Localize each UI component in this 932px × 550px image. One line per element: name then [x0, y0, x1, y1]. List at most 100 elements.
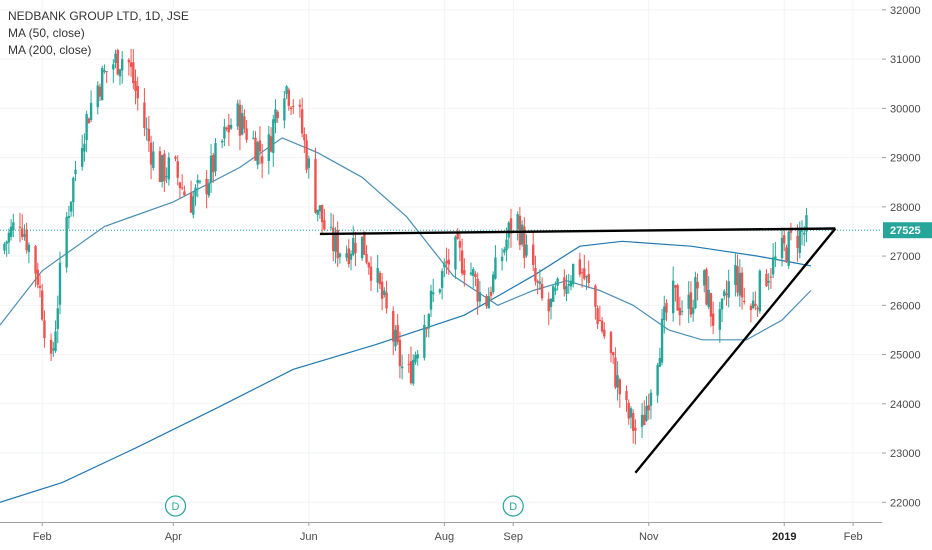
candle-body: [72, 177, 75, 203]
candle-body: [551, 286, 555, 302]
candle-body: [252, 137, 255, 139]
candle-body: [114, 53, 117, 63]
candle-body: [571, 263, 575, 285]
candle-body: [5, 241, 8, 244]
candle-body: [176, 161, 179, 178]
candle-body: [267, 134, 271, 161]
ma50-line: [0, 137, 812, 341]
candle-body: [800, 230, 804, 232]
candle-body: [429, 290, 433, 310]
ma200-legend[interactable]: MA (200, close): [8, 43, 92, 57]
candle-body: [703, 270, 706, 286]
candle-body: [585, 276, 588, 278]
candle-body: [147, 128, 151, 142]
candle-body: [678, 307, 682, 316]
trendline-resistance: [319, 227, 836, 236]
candle-body: [505, 239, 508, 251]
candle-body: [394, 329, 397, 347]
candle-body: [594, 285, 597, 307]
candle-body: [440, 271, 444, 288]
candle-body: [798, 228, 801, 253]
candle-body: [67, 215, 71, 218]
candle-body: [254, 137, 257, 161]
symbol-title[interactable]: NEDBANK GROUP LTD, 1D, JSE: [8, 9, 189, 23]
x-tick-label: Jun: [300, 531, 318, 543]
candle-body: [136, 86, 139, 99]
candle-body: [129, 62, 133, 67]
candle-body: [56, 308, 59, 329]
candle-body: [478, 292, 482, 302]
candle-body: [256, 142, 259, 165]
candle-body: [120, 59, 124, 71]
candle-body: [749, 305, 753, 311]
candle-body: [205, 178, 208, 195]
trendlines[interactable]: [319, 227, 837, 474]
candle-body: [489, 291, 493, 296]
candle-body: [691, 307, 695, 314]
candle-body: [534, 268, 537, 282]
candle-body: [614, 357, 617, 388]
candle-body: [398, 339, 402, 367]
price-axis[interactable]: 22000 23000 24000 25000 26000 27000 28000 29000…: [882, 0, 932, 550]
candle-body: [400, 366, 404, 369]
candle-body: [647, 405, 650, 411]
x-tick-label: Aug: [435, 531, 455, 543]
candle-body: [765, 273, 768, 287]
candle-body: [112, 64, 115, 70]
candle-body: [540, 283, 544, 299]
candle-body: [472, 269, 475, 276]
candle-body: [796, 235, 799, 249]
x-tick-label: Feb: [33, 531, 52, 543]
time-axis[interactable]: Feb Apr Jun Aug Sep Nov 2019 Feb: [33, 522, 863, 543]
candle-body: [69, 201, 73, 212]
candle-body: [212, 154, 215, 173]
candle-body: [87, 118, 91, 124]
candle-body: [707, 290, 710, 308]
candle-body: [487, 296, 490, 309]
candle-body: [243, 116, 246, 129]
candle-body: [207, 183, 211, 196]
candle-body: [385, 292, 388, 309]
candle-body: [260, 156, 264, 164]
candle-body: [178, 182, 182, 189]
candle-body: [580, 272, 584, 274]
candle-body: [709, 292, 713, 317]
candle-body: [349, 253, 353, 260]
candle-body: [676, 285, 679, 311]
ma50-path: [0, 137, 812, 341]
candle-body: [416, 354, 419, 359]
y-tick-label: 31000: [890, 54, 921, 66]
candle-body: [507, 222, 510, 238]
candle-body: [769, 276, 773, 278]
candle-body: [643, 414, 646, 426]
candle-body: [240, 112, 244, 135]
candle-body: [780, 237, 784, 259]
candle-body: [269, 136, 273, 152]
y-tick-label: 27000: [890, 251, 921, 263]
candle-body: [378, 272, 382, 285]
candle-body: [49, 339, 53, 354]
candle-body: [392, 310, 395, 342]
candle-body: [727, 281, 730, 298]
candle-body: [149, 142, 153, 165]
candle-body: [687, 294, 690, 309]
candle-body: [567, 284, 570, 286]
candle-body: [598, 320, 602, 322]
y-tick-label: 25000: [890, 350, 921, 362]
candle-body: [36, 269, 39, 285]
candle-body: [303, 134, 306, 141]
candle-body: [723, 291, 726, 297]
ma50-legend[interactable]: MA (50, close): [8, 26, 85, 40]
candle-body: [323, 220, 326, 230]
candle-body: [167, 157, 171, 180]
candle-body: [771, 257, 775, 275]
candle-body: [640, 414, 644, 427]
candle-body: [305, 140, 308, 170]
candle-body: [492, 274, 495, 293]
candle-body: [367, 262, 370, 268]
candle-body: [89, 102, 93, 121]
candle-body: [520, 224, 524, 245]
candle-body: [454, 236, 457, 270]
